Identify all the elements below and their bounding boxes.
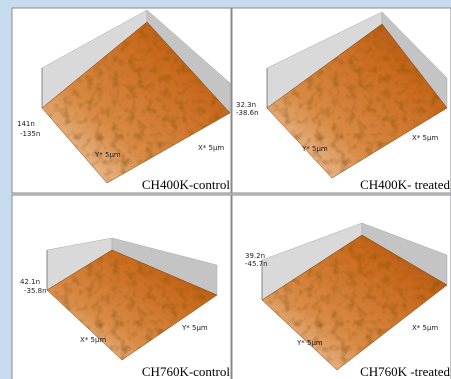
- axis-label: X* 5µm: [412, 324, 438, 332]
- z-max-label: 32.3n: [236, 101, 256, 109]
- axis-label: X* 5µm: [412, 134, 438, 142]
- z-min-label: -35.8n: [24, 287, 47, 295]
- z-max-label: 42.1n: [20, 278, 40, 286]
- axis-label: Y* 5µm: [94, 151, 121, 159]
- panel-caption: CH760K-control: [142, 364, 230, 379]
- figure: 141n-135nY* 5µmX* 5µmCH400K-control32.3n…: [0, 0, 451, 379]
- axis-label: X* 5µm: [198, 144, 224, 152]
- z-min-label: -45.7n: [245, 260, 268, 268]
- afm-panel: 32.3n-38.6n Y* 5µm X* 5µm CH400K- treated: [232, 8, 451, 193]
- axis-label: Y* 5µm: [181, 324, 208, 332]
- axis-label: Y* 5µm: [301, 145, 328, 153]
- panel-caption: CH760K -treated: [360, 364, 450, 379]
- page: 141n-135nY* 5µmX* 5µmCH400K-control32.3n…: [0, 0, 451, 379]
- afm-panel: 141n -135n Y* 5µm X* 5µm CH400K-control: [12, 8, 231, 193]
- axis-label: X* 5µm: [80, 336, 106, 344]
- axis-label: Y* 5µm: [296, 339, 323, 347]
- afm-panel: 39.2n-45.7n Y* 5µm X* 5µm CH760K -treated: [232, 195, 451, 379]
- panel-caption: CH400K- treated: [360, 177, 450, 192]
- panel-caption: CH400K-control: [142, 177, 230, 192]
- z-min-label: -135n: [20, 130, 40, 138]
- afm-panel: 42.1n-35.8n X* 5µm Y* 5µm CH760K-control: [12, 195, 231, 379]
- z-max-label: 39.2n: [245, 252, 265, 260]
- z-min-label: -38.6n: [236, 109, 259, 117]
- z-max-label: 141n: [17, 120, 35, 128]
